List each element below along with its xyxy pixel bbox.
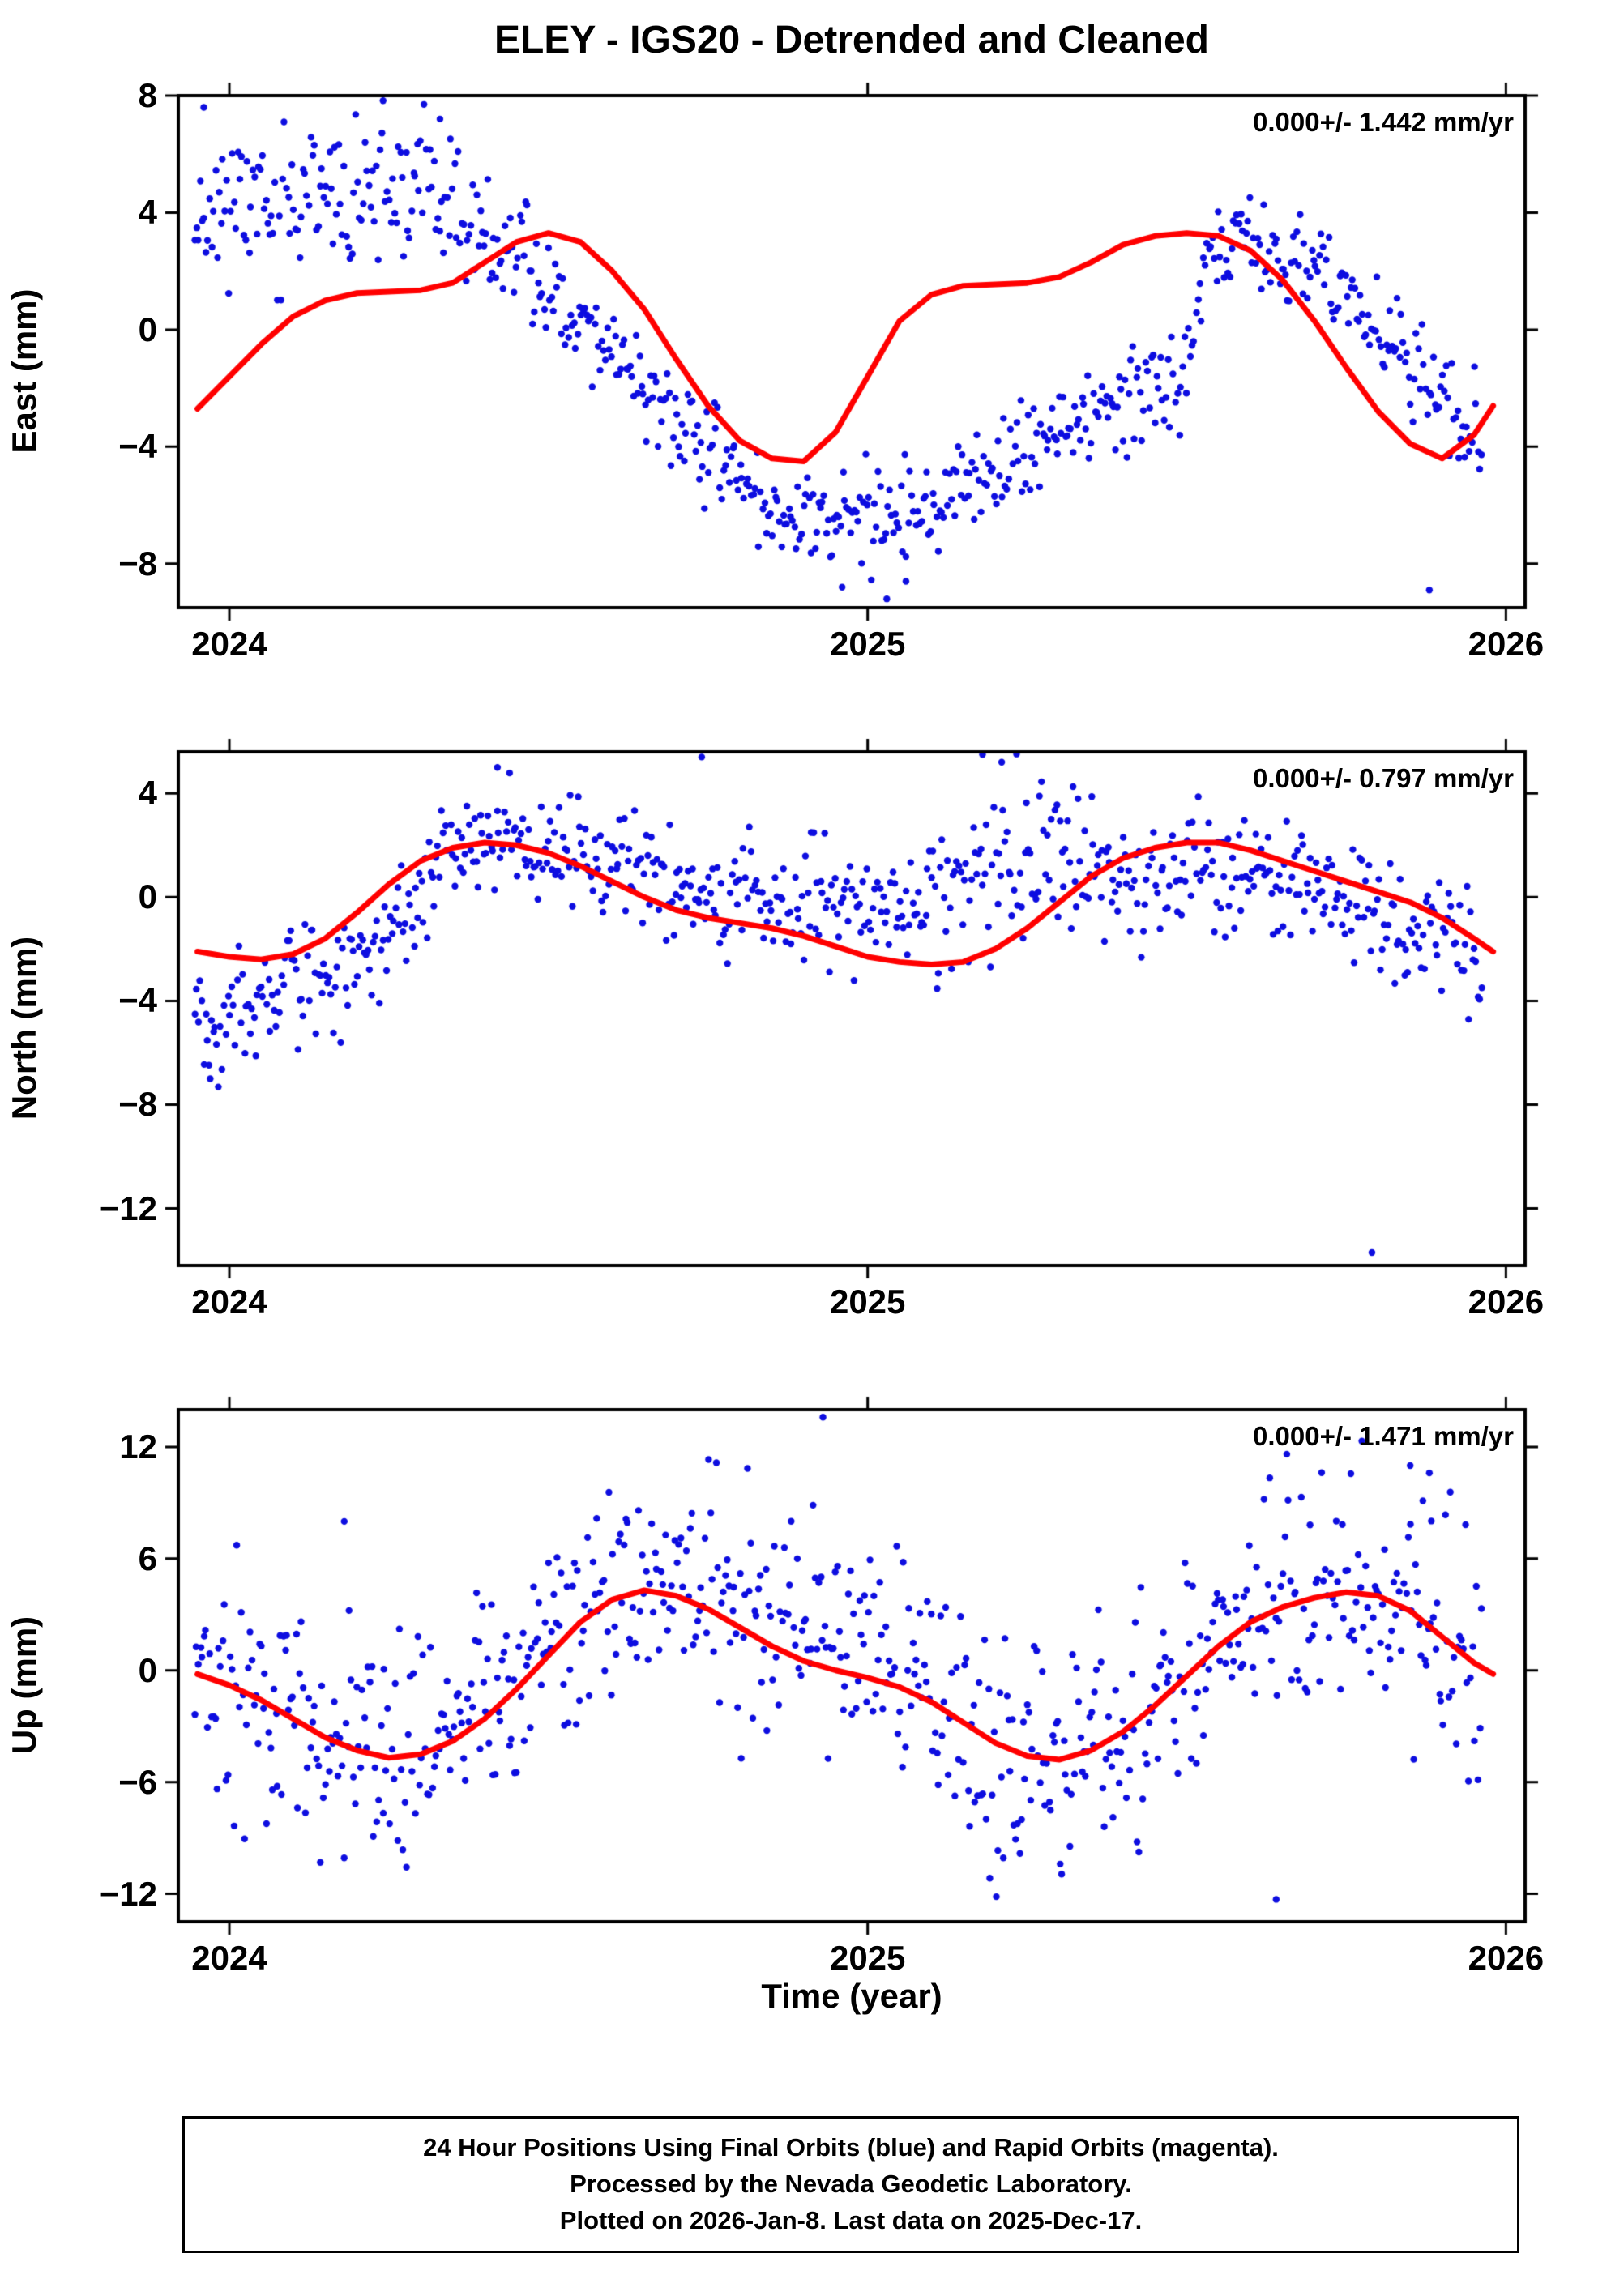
x-tick-label: 2026 — [1468, 1939, 1545, 1977]
x-tick-label: 2025 — [829, 1939, 906, 1977]
footer-line-3: Plotted on 2026-Jan-8. Last data on 2025… — [559, 2205, 1143, 2234]
rate-annotation-up: 0.000+/- 1.471 mm/yr — [1253, 1421, 1514, 1451]
y-tick-label: −8 — [118, 1085, 157, 1124]
y-tick-label: −12 — [99, 1189, 157, 1227]
y-tick-label: −8 — [118, 544, 157, 583]
x-tick-label: 2026 — [1468, 1282, 1545, 1321]
page-title: ELEY - IGS20 - Detrended and Cleaned — [494, 19, 1209, 62]
y-tick-label: 4 — [138, 193, 157, 232]
x-tick-label: 2025 — [829, 1282, 906, 1321]
y-tick-label: 4 — [138, 774, 157, 813]
rate-annotation-east: 0.000+/- 1.442 mm/yr — [1253, 107, 1514, 137]
x-axis-label: Time (year) — [761, 1977, 942, 2015]
y-tick-label: −4 — [118, 427, 157, 466]
x-tick-label: 2026 — [1468, 625, 1545, 663]
rate-annotation-north: 0.000+/- 0.797 mm/yr — [1253, 763, 1514, 793]
y-tick-label: 0 — [138, 309, 157, 348]
y-tick-label: −4 — [118, 981, 157, 1020]
x-tick-label: 2024 — [191, 625, 267, 663]
footer-line-2: Processed by the Nevada Geodetic Laborat… — [570, 2169, 1132, 2198]
footer-box: 24 Hour Positions Using Final Orbits (bl… — [182, 2116, 1519, 2253]
x-tick-label: 2024 — [191, 1939, 267, 1977]
x-tick-label: 2024 — [191, 1282, 267, 1321]
y-tick-label: −6 — [118, 1762, 157, 1801]
x-tick-label: 2025 — [829, 625, 906, 663]
y-tick-label: 12 — [119, 1427, 157, 1466]
y-tick-label: 0 — [138, 877, 157, 916]
y-tick-label: 0 — [138, 1650, 157, 1689]
y-tick-label: −12 — [99, 1874, 157, 1913]
footer-line-1: 24 Hour Positions Using Final Orbits (bl… — [423, 2133, 1279, 2162]
y-tick-label: 8 — [138, 76, 157, 114]
y-tick-label: 6 — [138, 1538, 157, 1577]
